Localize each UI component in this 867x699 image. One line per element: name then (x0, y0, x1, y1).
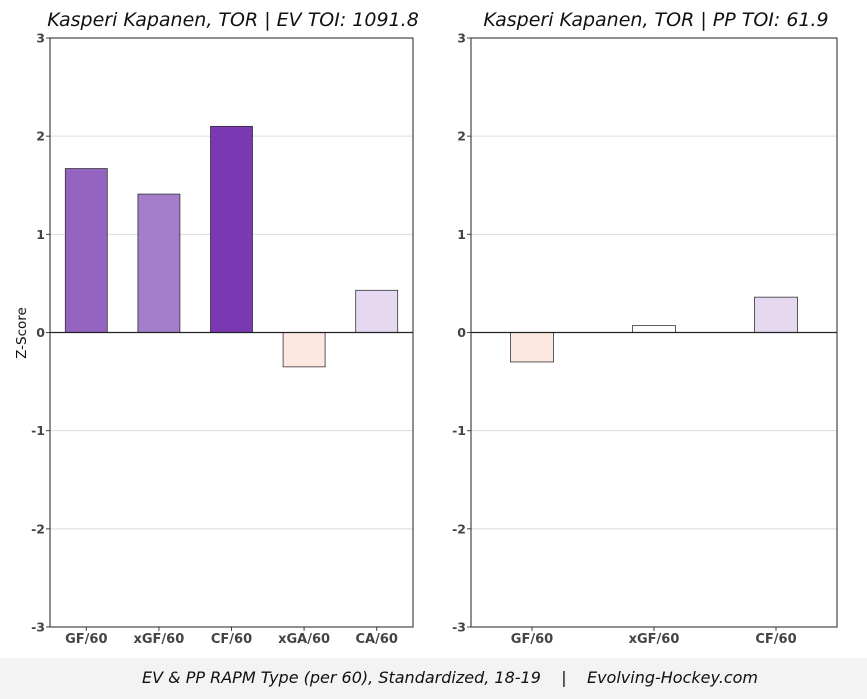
bar-xga-per-60 (282, 332, 326, 368)
y-tick-label: 2 (457, 129, 466, 144)
x-tick-label: CF/60 (755, 632, 796, 647)
y-tick-label: -3 (31, 620, 45, 635)
x-tick-label: CF/60 (211, 632, 252, 647)
y-tick-label: 3 (457, 31, 466, 46)
y-tick-label: 1 (36, 227, 45, 242)
y-tick-label: -3 (452, 620, 466, 635)
x-tick-label: xGA/60 (278, 632, 330, 647)
bar-xgf-per-60 (632, 325, 676, 333)
y-tick-label: 0 (36, 325, 45, 340)
y-tick-label: -2 (31, 521, 45, 536)
footer-band (0, 658, 867, 699)
plot-frame (49, 37, 414, 628)
bar-cf-per-60 (210, 125, 253, 333)
y-tick-label: 2 (36, 129, 45, 144)
y-tick-label: -2 (452, 521, 466, 536)
bar-gf-per-60 (64, 168, 108, 333)
bar-cf-per-60 (754, 296, 798, 333)
ev-panel: Kasperi Kapanen, TOR | EV TOI: 1091.8 Z-… (14, 9, 419, 647)
x-tick-label: xGF/60 (629, 632, 680, 647)
x-tick-label: xGF/60 (134, 632, 185, 647)
bar-xgf-per-60 (137, 193, 181, 333)
y-tick-label: 0 (457, 325, 466, 340)
ev-panel-title: Kasperi Kapanen, TOR | EV TOI: 1091.8 (47, 9, 419, 31)
y-tick-label: 3 (36, 31, 45, 46)
bar-ca-per-60 (355, 289, 399, 333)
y-axis-label: Z-Score (14, 307, 30, 359)
y-tick-label: -1 (452, 423, 466, 438)
chart-caption: EV & PP RAPM Type (per 60), Standardized… (142, 668, 758, 687)
x-tick-label: GF/60 (511, 632, 553, 647)
bar-gf-per-60 (510, 332, 554, 363)
x-tick-label: CA/60 (355, 632, 397, 647)
pp-panel: Kasperi Kapanen, TOR | PP TOI: 61.9 -3 -2… (452, 9, 838, 647)
x-tick-label: GF/60 (65, 632, 107, 647)
y-tick-label: 1 (457, 227, 466, 242)
y-tick-label: -1 (31, 423, 45, 438)
plot-frame (470, 37, 838, 628)
pp-panel-title: Kasperi Kapanen, TOR | PP TOI: 61.9 (483, 9, 828, 31)
